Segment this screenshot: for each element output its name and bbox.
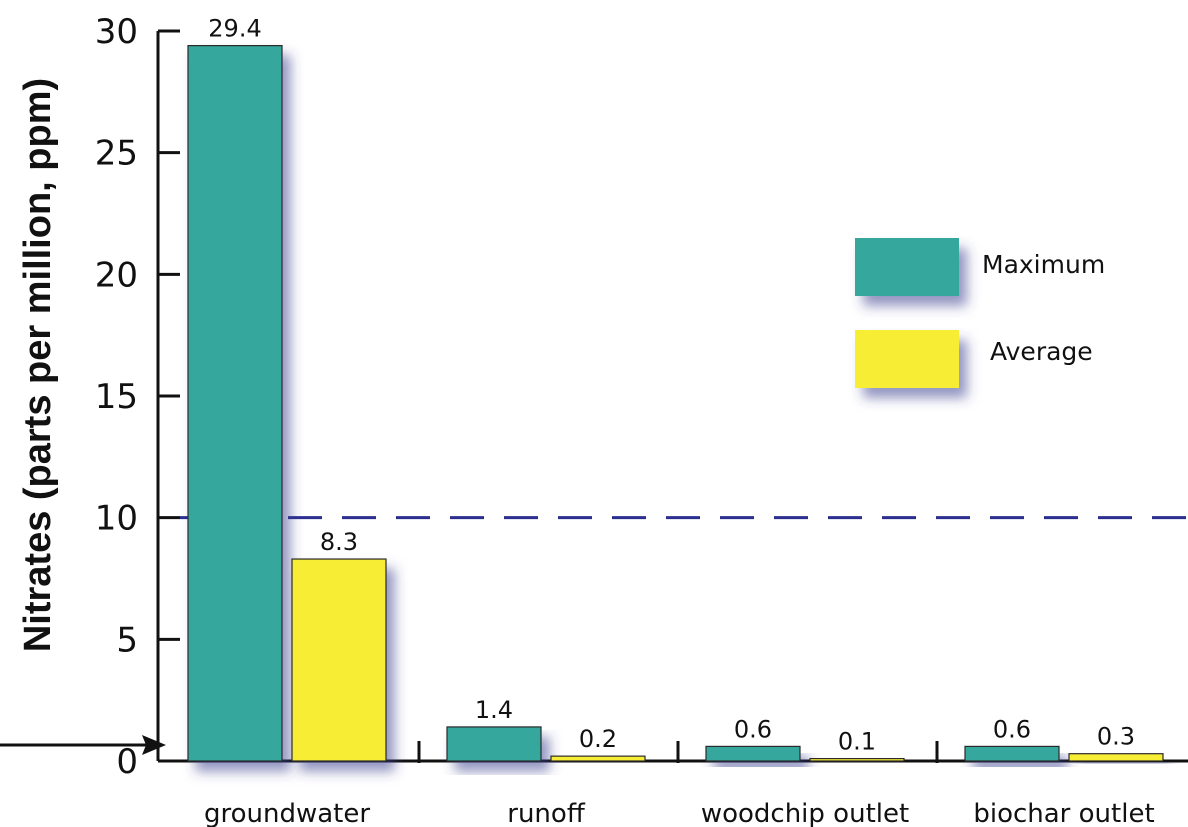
data-label: 29.4 [208, 15, 261, 43]
data-label: 8.3 [320, 528, 358, 556]
y-tick-label: 5 [116, 620, 138, 660]
data-label: 0.6 [993, 715, 1031, 743]
y-tick-label: 25 [95, 134, 138, 174]
legend-label-maximum: Maximum [982, 250, 1105, 279]
y-tick-label: 15 [95, 377, 138, 417]
y-tick-label: 0 [116, 742, 138, 782]
maximum-bar [187, 44, 283, 762]
y-tick-label: 20 [95, 255, 138, 295]
x-category-label: runoff [507, 799, 586, 827]
zero-arrow-head [142, 735, 166, 755]
data-label: 0.6 [734, 715, 772, 743]
data-label: 1.4 [475, 696, 513, 724]
average-bar [809, 757, 905, 762]
legend-swatch-maximum [855, 238, 959, 296]
average-bar [550, 755, 646, 762]
average-bar [291, 558, 387, 762]
maximum-bar [964, 745, 1060, 762]
y-axis-label: Nitrates (parts per million, ppm) [17, 78, 59, 652]
x-category-label: biochar outlet [973, 799, 1154, 827]
data-label: 0.2 [579, 725, 617, 753]
data-label: 0.1 [838, 728, 876, 756]
legend-swatch-average [855, 330, 959, 388]
maximum-bar [446, 726, 542, 762]
data-label: 0.3 [1097, 723, 1135, 751]
x-category-label: groundwater [204, 799, 370, 827]
legend-label-average: Average [990, 337, 1093, 366]
y-tick-label: 10 [95, 499, 138, 539]
maximum-bar [705, 745, 801, 762]
x-category-label: woodchip outlet [701, 799, 909, 827]
y-tick-label: 30 [95, 12, 138, 52]
average-bar [1068, 753, 1164, 762]
